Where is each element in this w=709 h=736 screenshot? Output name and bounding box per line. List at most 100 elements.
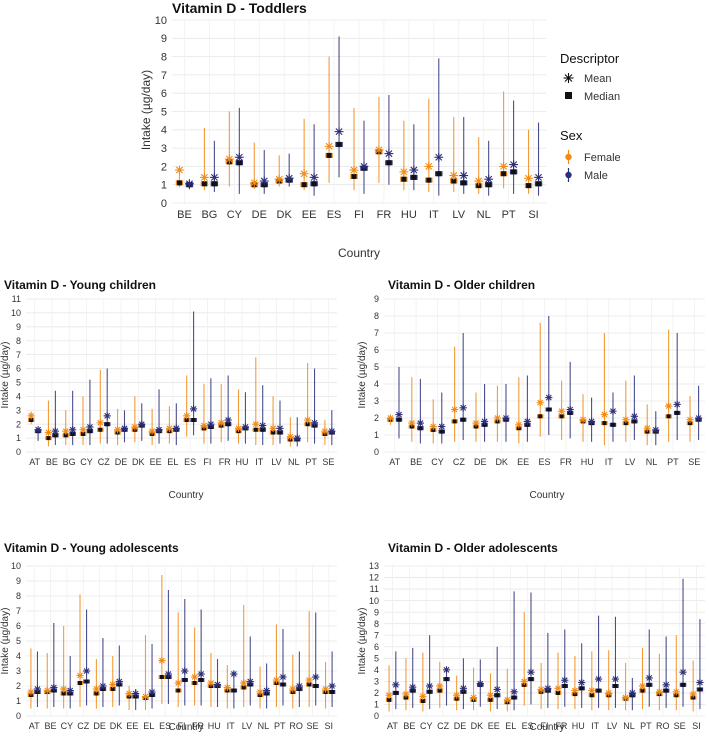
median-square-female-be: [46, 436, 51, 441]
mean-asterisk-female-be: [175, 165, 184, 175]
y-tick-label: 9: [374, 294, 379, 304]
mean-asterisk-male-el: [148, 688, 156, 696]
x-tick-label-de: DE: [252, 209, 267, 221]
mean-asterisk-male-hu: [241, 423, 250, 431]
median-square-female-fr: [559, 414, 564, 419]
median-square-female-se: [307, 682, 312, 687]
y-tick-label: 1: [16, 433, 21, 443]
mean-asterisk-female-es: [183, 412, 191, 420]
mean-asterisk-male-se: [679, 668, 687, 676]
mean-asterisk-male-si: [328, 682, 336, 690]
mean-asterisk-male-es: [189, 405, 198, 413]
mean-asterisk-female-bg: [200, 172, 209, 182]
mean-asterisk-female-de: [92, 685, 100, 693]
legend: Descriptor Mean Median Sex Female Male: [560, 51, 621, 182]
median-square-male-cz: [105, 422, 110, 427]
mean-asterisk-male-ro: [295, 682, 303, 690]
y-tick-label: 5: [16, 636, 21, 646]
median-square-male-bg: [211, 181, 217, 187]
median-square-male-fr: [562, 684, 567, 688]
x-tick-label-it: IT: [255, 457, 264, 467]
mean-asterisk-male-cz: [442, 666, 451, 674]
median-square-male-lv: [461, 180, 467, 186]
panel-2: 0 1 2 3 4 5 6 7 8 9 10 11 AT BE BG CY CZ DE DK EE EL ES FI FR HU…: [0, 278, 337, 501]
x-tick-label-at: AT: [389, 457, 400, 467]
x-tick-label-ee: EE: [302, 209, 317, 221]
x-tick-label-el: EL: [167, 457, 178, 467]
mean-asterisk-female-hu: [399, 167, 409, 177]
median-square-female-fi: [351, 173, 357, 179]
mean-asterisk-female-ee: [515, 421, 523, 429]
y-tick-label: 7: [16, 606, 21, 616]
median-square-male-fr: [199, 678, 204, 682]
y-tick-label: 6: [374, 345, 379, 355]
series-male: [34, 311, 336, 447]
y-tick-label: 10: [11, 308, 21, 318]
x-axis-label: Country: [529, 722, 564, 733]
y-tick-label: 11: [12, 294, 21, 304]
median-square-female-ee: [488, 697, 493, 702]
y-tick-label: 2: [16, 681, 21, 691]
y-tick-label: 8: [374, 311, 379, 321]
mean-asterisk-male-fr: [197, 670, 205, 678]
median-square-female-pt: [305, 422, 310, 427]
mean-asterisk-male-at: [33, 685, 42, 693]
median-square-female-cz: [78, 681, 83, 685]
x-tick-label-at: AT: [29, 721, 40, 731]
median-square-male-lv: [613, 684, 618, 688]
mean-asterisk-female-nl: [643, 424, 651, 432]
mean-asterisk-female-si: [524, 173, 533, 183]
median-square-male-ee: [311, 181, 317, 187]
legend-median-label: Median: [584, 91, 620, 103]
median-square-female-at: [29, 418, 34, 423]
x-tick-label-de: DE: [115, 457, 128, 467]
x-tick-label-fr: FR: [377, 209, 392, 221]
y-tick-label: 3: [16, 405, 21, 415]
median-square-female-nl: [476, 183, 482, 189]
x-tick-label-hu: HU: [235, 457, 248, 467]
x-tick-label-es: ES: [159, 721, 171, 731]
mean-asterisk-female-cz: [436, 682, 444, 690]
x-tick-label-dk: DK: [132, 457, 145, 467]
median-square-male-se: [313, 684, 318, 688]
median-square-male-es: [191, 418, 196, 423]
x-tick-label-lv: LV: [271, 457, 281, 467]
x-tick-label-cy: CY: [61, 721, 74, 731]
legend-male-label: Male: [584, 170, 608, 182]
median-square-male-fr: [226, 422, 231, 427]
mean-asterisk-male-nl: [652, 426, 660, 434]
y-tick-label: 13: [369, 561, 379, 571]
mean-asterisk-male-lv: [459, 171, 469, 180]
x-tick-label-se: SE: [688, 457, 700, 467]
mean-asterisk-male-pt: [310, 419, 319, 427]
x-tick-label-fr: FR: [192, 721, 204, 731]
mean-asterisk-female-es: [536, 399, 544, 407]
y-tick-label: 6: [374, 642, 379, 652]
median-square-female-es: [326, 152, 332, 158]
x-axis-label: Country: [168, 490, 203, 501]
mean-asterisk-female-nl: [256, 688, 264, 696]
y-tick-label: 10: [11, 561, 21, 571]
mean-asterisk-female-ro: [289, 685, 297, 693]
x-tick-label-ee: EE: [517, 457, 529, 467]
mean-asterisk-female-ee: [148, 427, 156, 435]
mean-asterisk-male-at: [392, 681, 400, 689]
mean-asterisk-male-dk: [502, 414, 510, 422]
mean-asterisk-female-it: [223, 683, 231, 692]
mean-asterisk-female-fr: [190, 673, 199, 681]
x-tick-label-cz: CZ: [437, 721, 449, 731]
median-square-female-it: [589, 693, 594, 698]
median-square-male-lv: [277, 430, 282, 435]
mean-asterisk-male-pt: [509, 160, 518, 169]
mean-asterisk-male-lv: [246, 677, 254, 686]
x-tick-label-lv: LV: [452, 209, 465, 221]
mean-asterisk-male-ee: [493, 685, 501, 694]
y-tick-label: 1: [374, 700, 379, 710]
median-square-male-it: [596, 688, 601, 693]
mean-asterisk-female-it: [252, 420, 260, 428]
mean-asterisk-male-hu: [213, 680, 222, 689]
y-tick-label: 2: [16, 419, 21, 429]
median-square-female-be: [176, 180, 182, 186]
median-square-male-it: [231, 688, 236, 693]
median-square-female-fr: [556, 690, 561, 695]
